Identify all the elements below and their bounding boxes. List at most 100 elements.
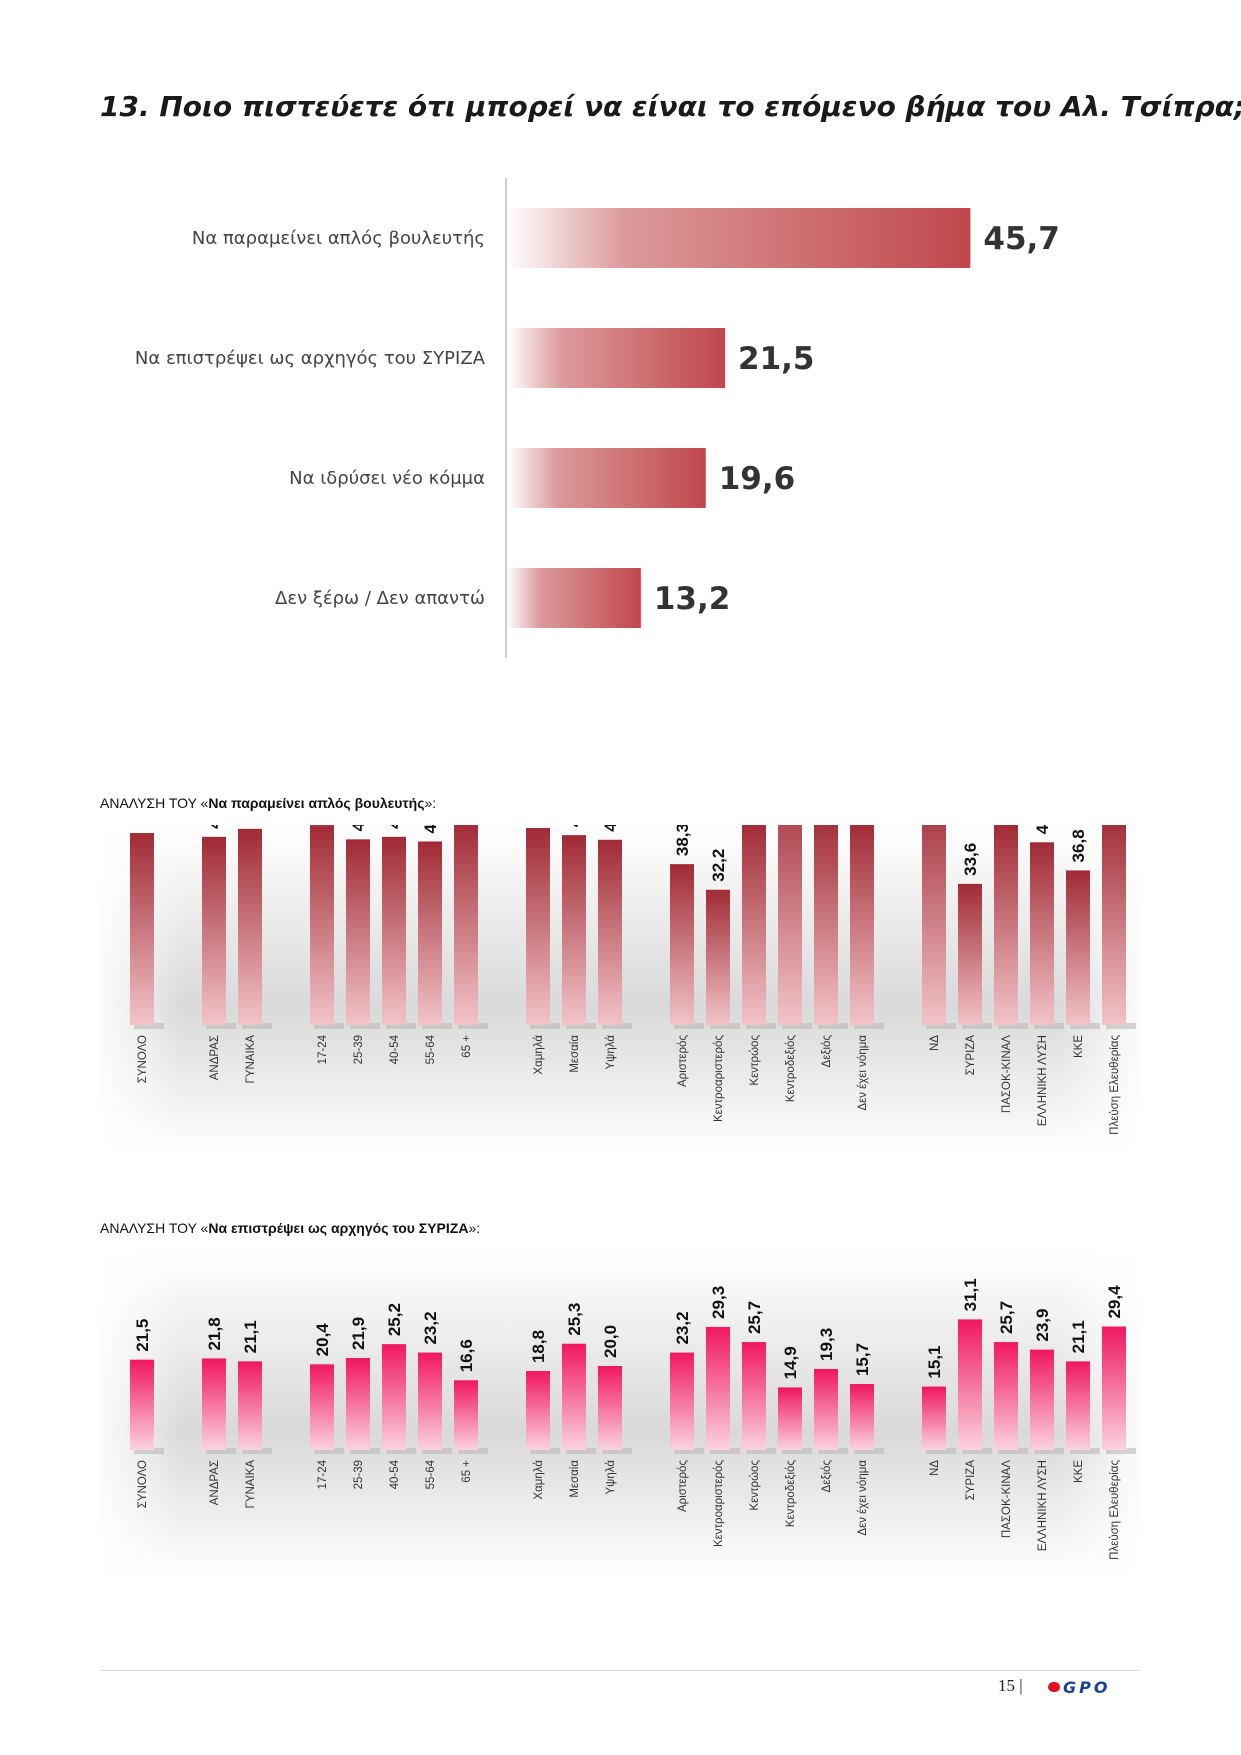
gpo-logo: GPO xyxy=(1048,1678,1110,1696)
bar-shadow xyxy=(1106,1023,1136,1029)
breakdown-bar xyxy=(742,1342,766,1450)
breakdown-value-label: 25,7 xyxy=(997,1301,1016,1334)
bar-shadow xyxy=(710,1448,740,1454)
breakdown-category-label: 55-64 xyxy=(425,1459,437,1489)
breakdown-category-label: Πλεύση Ελευθερίας xyxy=(1109,1035,1121,1135)
breakdown-bar xyxy=(418,841,442,1025)
breakdown-category-label: ΕΛΛΗΝΙΚΗ ΛΥΣΗ xyxy=(1037,1460,1049,1551)
breakdown-value-label: 21,1 xyxy=(1069,1320,1088,1353)
bar-shadow xyxy=(818,1448,848,1454)
bar-shadow xyxy=(530,1448,560,1454)
bar-shadow xyxy=(746,1448,776,1454)
breakdown-bar xyxy=(598,839,622,1025)
breakdown-bar xyxy=(706,889,730,1025)
breakdown-bar xyxy=(346,1358,370,1450)
breakdown-value-label: 25,3 xyxy=(565,1303,584,1336)
breakdown-value-label: 44,2 xyxy=(349,825,368,831)
breakdown-category-label: Κεντροαριστερός xyxy=(713,1035,725,1122)
breakdown-bar xyxy=(670,864,694,1025)
breakdown-value-label: 25,2 xyxy=(385,1303,404,1336)
bar-shadow xyxy=(602,1448,632,1454)
hbar-bar xyxy=(507,208,971,268)
breakdown-bar xyxy=(1030,842,1054,1025)
bar-shadow xyxy=(854,1448,884,1454)
breakdown-value-label: 31,1 xyxy=(961,1278,980,1311)
breakdown-bar xyxy=(994,1342,1018,1450)
hbar-value-label: 21,5 xyxy=(738,341,815,377)
breakdown-bar xyxy=(778,825,802,1025)
breakdown-bar xyxy=(454,825,478,1025)
bar-shadow xyxy=(314,1023,344,1029)
hbar-value-label: 19,6 xyxy=(719,461,796,497)
breakdown-value-label: 33,6 xyxy=(961,843,980,876)
breakdown-bar xyxy=(382,836,406,1025)
breakdown-category-label: ΣΥΝΟΛΟ xyxy=(137,1460,149,1508)
breakdown-category-label: Χαμηλά xyxy=(533,1035,545,1075)
bar-shadow xyxy=(674,1023,704,1029)
bar-shadow xyxy=(674,1448,704,1454)
breakdown-category-label: ΑΝΔΡΑΣ xyxy=(209,1035,221,1080)
breakdown-category-label: Δεν έχει νόημα xyxy=(857,1035,869,1111)
breakdown-bar xyxy=(778,1387,802,1450)
breakdown-category-label: ΓΥΝΑΙΚΑ xyxy=(245,1460,257,1509)
breakdown-bar xyxy=(850,1384,874,1450)
breakdown-value-label: 32,2 xyxy=(709,849,728,882)
hbar-category-label: Δεν ξέρω / Δεν απαντώ xyxy=(275,588,485,609)
breakdown-category-label: ΑΝΔΡΑΣ xyxy=(209,1460,221,1505)
breakdown-bar xyxy=(814,825,838,1025)
bar-shadow xyxy=(782,1023,812,1029)
breakdown-category-label: 65 + xyxy=(461,1460,473,1483)
bar-shadow xyxy=(1070,1023,1100,1029)
breakdown-bar xyxy=(994,825,1018,1025)
bar-shadow xyxy=(458,1023,488,1029)
breakdown-category-label: Δεν έχει νόημα xyxy=(857,1460,869,1536)
bar-shadow xyxy=(926,1023,956,1029)
breakdown-bar xyxy=(454,1380,478,1450)
footer-divider xyxy=(100,1670,1140,1671)
breakdown-value-label: 15,1 xyxy=(925,1345,944,1378)
breakdown-bar xyxy=(418,1352,442,1450)
breakdown-value-label: 21,1 xyxy=(241,1320,260,1353)
breakdown-bar xyxy=(310,825,334,1025)
breakdown-bar xyxy=(706,1326,730,1450)
hbar-bar xyxy=(507,568,641,628)
bar-shadow xyxy=(458,1448,488,1454)
hbar-category-label: Να ιδρύσει νέο κόμμα xyxy=(289,468,485,489)
breakdown-chart-1: 45,7ΣΥΝΟΛΟ44,8ΑΝΔΡΑΣ46,7ΓΥΝΑΙΚΑ47,617-24… xyxy=(100,825,1140,1155)
breakdown-bar xyxy=(238,828,262,1025)
breakdown-category-label: ΓΥΝΑΙΚΑ xyxy=(245,1035,257,1084)
breakdown-bar xyxy=(562,835,586,1025)
bar-shadow xyxy=(350,1023,380,1029)
breakdown-category-label: Χαμηλά xyxy=(533,1460,545,1500)
breakdown-value-label: 18,8 xyxy=(529,1330,548,1363)
breakdown-category-label: Μεσαία xyxy=(569,1460,581,1498)
breakdown-value-label: 21,8 xyxy=(205,1317,224,1350)
breakdown-value-label: 25,7 xyxy=(745,1301,764,1334)
breakdown-bar xyxy=(598,1366,622,1450)
breakdown-bar xyxy=(202,1358,226,1450)
bar-shadow xyxy=(134,1448,164,1454)
bar-shadow xyxy=(530,1023,560,1029)
breakdown-bar xyxy=(346,839,370,1025)
main-horizontal-bar-chart: Να παραμείνει απλός βουλευτής 45,7 Να επισ… xyxy=(135,178,1060,658)
hbar-category-label: Να παραμείνει απλός βουλευτής xyxy=(192,228,485,249)
bar-shadow xyxy=(1034,1448,1064,1454)
breakdown-category-label: Υψηλά xyxy=(605,1035,617,1070)
breakdown-category-label: 65 + xyxy=(461,1035,473,1058)
breakdown-bar xyxy=(742,825,766,1025)
bar-shadow xyxy=(818,1023,848,1029)
breakdown-category-label: ΝΔ xyxy=(929,1035,941,1051)
breakdown-caption-1: ΑΝΑΛΥΣΗ ΤΟΥ «Να παραμείνει απλός βουλευτ… xyxy=(100,795,437,811)
bar-shadow xyxy=(422,1023,452,1029)
breakdown-value-label: 38,3 xyxy=(673,825,692,856)
svg-text:GPO: GPO xyxy=(1063,1678,1110,1696)
breakdown-value-label: 23,9 xyxy=(1033,1309,1052,1342)
breakdown-bar xyxy=(958,883,982,1025)
bar-shadow xyxy=(566,1023,596,1029)
hbar-bar xyxy=(507,448,706,508)
bar-shadow xyxy=(926,1448,956,1454)
breakdown-category-label: Δεξιός xyxy=(821,1460,833,1493)
breakdown-chart-2: 21,5 ΣΥΝΟΛΟ 21,8 ΑΝΔΡΑΣ 21,1 ΓΥΝΑΙΚΑ 20,4 17-24… xyxy=(100,1250,1140,1580)
breakdown-value-label: 44,8 xyxy=(385,825,404,829)
bar-shadow xyxy=(350,1448,380,1454)
